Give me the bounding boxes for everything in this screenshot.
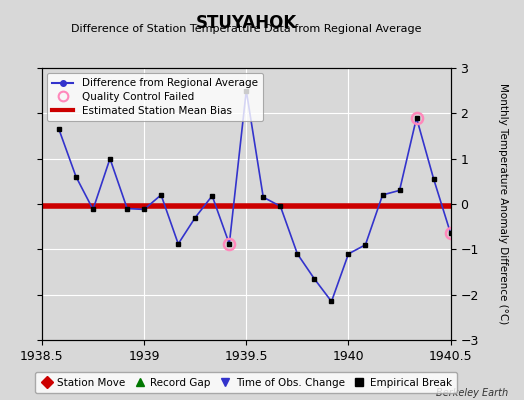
Legend: Station Move, Record Gap, Time of Obs. Change, Empirical Break: Station Move, Record Gap, Time of Obs. C… (35, 372, 457, 393)
Text: Difference of Station Temperature Data from Regional Average: Difference of Station Temperature Data f… (71, 24, 421, 34)
Text: STUYAHOK: STUYAHOK (195, 14, 297, 32)
Y-axis label: Monthly Temperature Anomaly Difference (°C): Monthly Temperature Anomaly Difference (… (498, 83, 508, 325)
Legend: Difference from Regional Average, Quality Control Failed, Estimated Station Mean: Difference from Regional Average, Qualit… (47, 73, 263, 121)
Text: Berkeley Earth: Berkeley Earth (436, 388, 508, 398)
